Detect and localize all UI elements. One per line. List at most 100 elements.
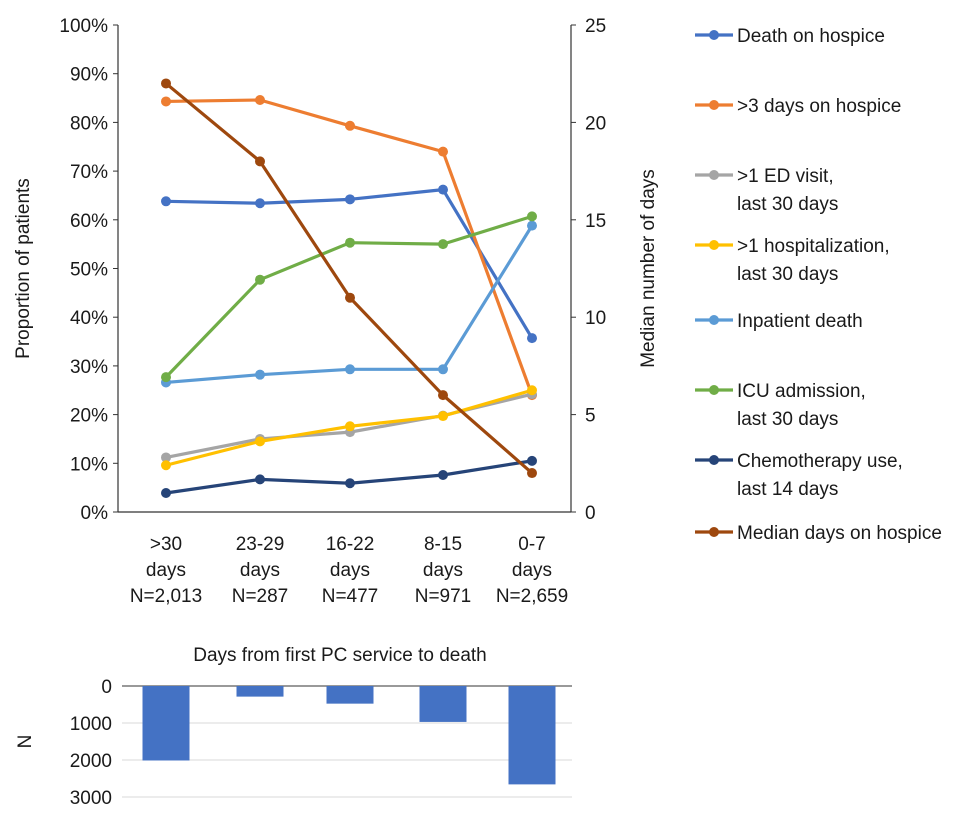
series-line-6 (165, 459, 533, 495)
legend-label: last 30 days (737, 409, 838, 430)
x-category-label: days (240, 560, 280, 581)
bar (326, 686, 374, 704)
bar (508, 686, 556, 785)
legend-label: last 30 days (737, 264, 838, 285)
data-point (438, 411, 448, 422)
legend-swatch-marker (709, 170, 719, 180)
x-category-label: days (423, 560, 463, 581)
data-point (345, 421, 355, 432)
bar-y-axis-label: N (15, 735, 36, 749)
bar (142, 686, 190, 761)
data-point (255, 198, 265, 209)
legend-label: ICU admission, (737, 381, 866, 402)
data-point (438, 364, 448, 375)
right-tick-label: 25 (585, 16, 606, 37)
legend-swatch-marker (709, 240, 719, 250)
data-point (161, 460, 171, 471)
right-tick-label: 15 (585, 211, 606, 232)
data-point (161, 452, 171, 463)
x-category-label: days (330, 560, 370, 581)
right-tick-label: 5 (585, 406, 596, 427)
x-category-label: 8-15 (424, 534, 462, 555)
data-point (255, 94, 265, 105)
left-tick-label: 10% (70, 454, 108, 475)
y-axis-right-label: Median number of days (638, 169, 659, 368)
bar-tick-label: 3000 (70, 788, 112, 809)
data-point (255, 474, 265, 485)
bar-tick-label: 0 (101, 677, 112, 698)
legend-label: >3 days on hospice (737, 96, 901, 117)
data-point (438, 390, 448, 401)
data-point (438, 184, 448, 195)
x-category-label: >30 (150, 534, 182, 555)
left-tick-label: 40% (70, 308, 108, 329)
data-point (438, 239, 448, 250)
legend-swatch-marker (709, 315, 719, 325)
bar (236, 686, 284, 697)
data-point (161, 96, 171, 107)
data-point (345, 237, 355, 248)
data-point (527, 468, 537, 479)
x-category-label: days (146, 560, 186, 581)
left-tick-label: 30% (70, 357, 108, 378)
bar-tick-label: 1000 (70, 714, 112, 735)
legend-label: >1 hospitalization, (737, 236, 890, 257)
x-category-label: days (512, 560, 552, 581)
left-tick-label: 70% (70, 162, 108, 183)
legend-label: Median days on hospice (737, 523, 942, 544)
legend-swatch-marker (709, 527, 719, 537)
data-point (161, 78, 171, 89)
x-category-label: 0-7 (518, 534, 545, 555)
legend-label: Inpatient death (737, 311, 863, 332)
data-point (345, 292, 355, 303)
left-tick-label: 90% (70, 65, 108, 86)
x-category-label: N=2,659 (496, 586, 568, 607)
data-point (161, 196, 171, 207)
legend-label: Death on hospice (737, 26, 885, 47)
x-category-label: N=477 (322, 586, 379, 607)
bar-tick-label: 2000 (70, 751, 112, 772)
legend-label: last 14 days (737, 479, 838, 500)
data-point (527, 455, 537, 466)
left-tick-label: 0% (81, 503, 109, 524)
left-tick-label: 60% (70, 211, 108, 232)
right-tick-label: 20 (585, 113, 606, 134)
data-point (345, 478, 355, 489)
data-point (345, 120, 355, 131)
legend-label: >1 ED visit, (737, 166, 834, 187)
x-category-label: 16-22 (326, 534, 375, 555)
data-point (255, 436, 265, 447)
data-point (161, 372, 171, 383)
data-point (255, 369, 265, 380)
left-tick-label: 100% (59, 16, 108, 37)
data-point (255, 274, 265, 285)
legend-swatch-marker (709, 30, 719, 40)
x-category-label: N=2,013 (130, 586, 202, 607)
legend-swatch-marker (709, 385, 719, 395)
data-point (345, 194, 355, 205)
legend-swatch-marker (709, 100, 719, 110)
data-point (345, 364, 355, 375)
bar (419, 686, 467, 722)
legend-label: last 30 days (737, 194, 838, 215)
data-point (161, 488, 171, 499)
y-axis-left-label: Proportion of patients (13, 178, 34, 359)
x-category-label: N=971 (415, 586, 472, 607)
x-category-label: 23-29 (236, 534, 285, 555)
data-point (438, 146, 448, 157)
left-tick-label: 20% (70, 406, 108, 427)
right-tick-label: 10 (585, 308, 606, 329)
series-line-7 (164, 82, 534, 475)
bar-chart-title: Days from first PC service to death (193, 645, 487, 666)
left-tick-label: 50% (70, 260, 108, 281)
data-point (527, 211, 537, 222)
left-tick-label: 80% (70, 113, 108, 134)
legend-label: Chemotherapy use, (737, 451, 903, 472)
data-point (255, 156, 265, 167)
x-category-label: N=287 (232, 586, 289, 607)
data-point (438, 469, 448, 480)
data-point (527, 385, 537, 396)
data-point (527, 220, 537, 231)
